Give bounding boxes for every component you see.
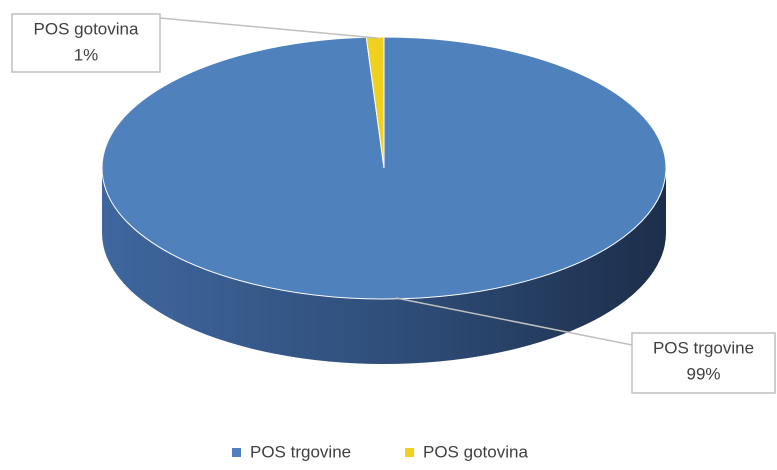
legend-swatch [232, 448, 241, 457]
data-label-value: 1% [74, 45, 99, 64]
data-label-name: POS trgovine [653, 338, 754, 357]
data-label-value: 99% [686, 364, 720, 383]
data-label-box [11, 13, 161, 73]
legend-label: POS gotovina [423, 442, 528, 461]
leader-line [159, 17, 378, 39]
legend-swatch [405, 448, 414, 457]
legend-label: POS trgovine [250, 442, 351, 461]
pie-side [102, 168, 666, 364]
data-label-box [631, 332, 776, 394]
data-label-name: POS gotovina [34, 19, 139, 38]
leader-line [395, 297, 633, 346]
